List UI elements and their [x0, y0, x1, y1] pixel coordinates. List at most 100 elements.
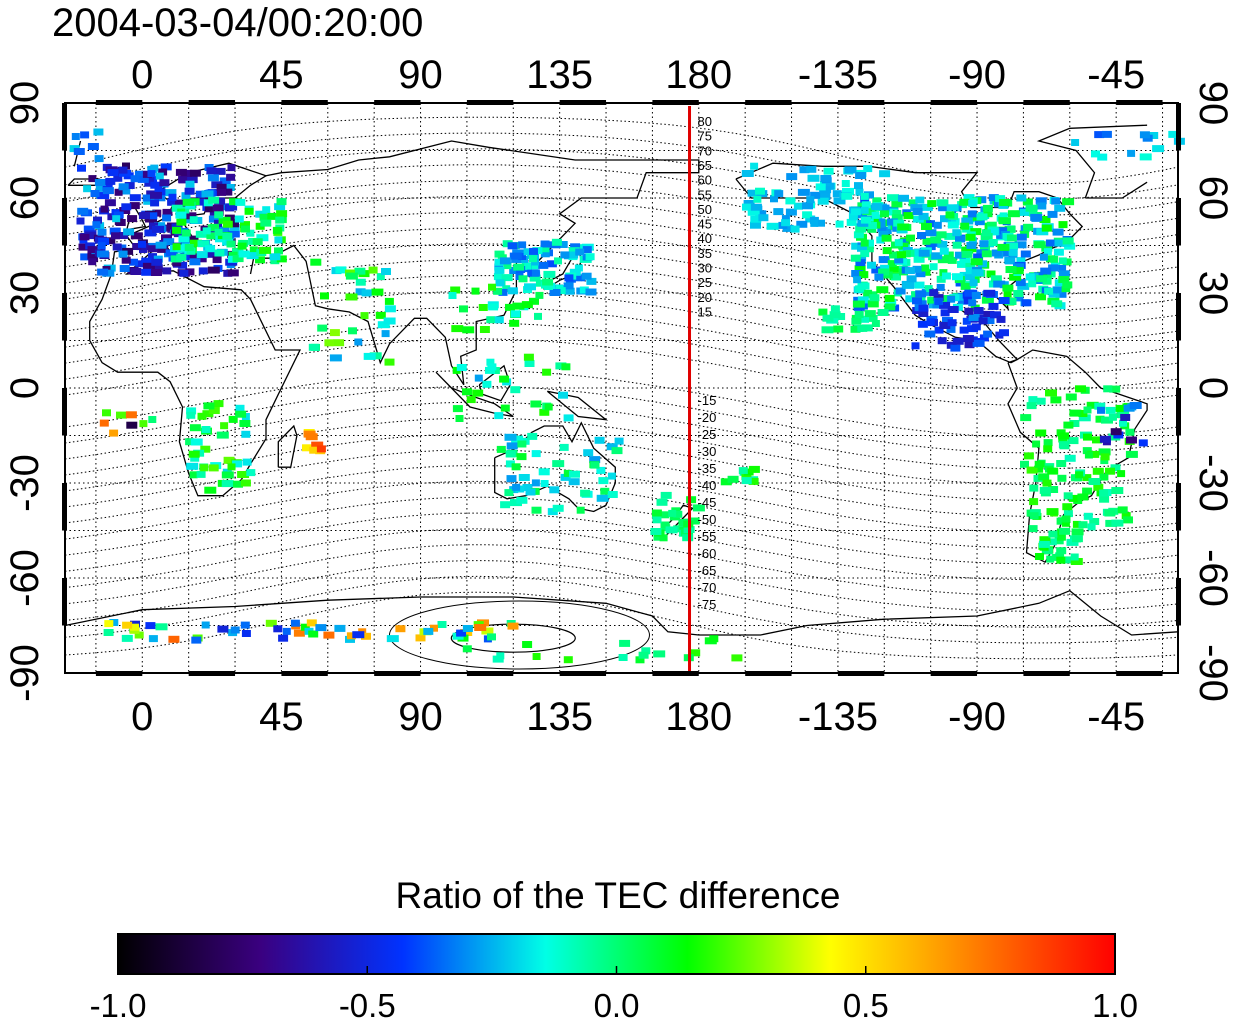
tec-cell [241, 225, 250, 233]
tec-cell [494, 258, 504, 266]
tec-cell [178, 175, 188, 183]
tec-cell [851, 317, 862, 325]
tec-cell [112, 215, 121, 223]
tec-cell [346, 632, 356, 640]
tec-cell [462, 625, 473, 632]
tec-cell [354, 338, 363, 346]
frame-tick-bar [1176, 578, 1181, 626]
frame-tick-bar [62, 578, 67, 626]
tec-cell [117, 244, 127, 252]
tec-cell [656, 498, 668, 506]
tec-cell [384, 358, 395, 366]
tec-cell [531, 506, 542, 514]
tec-cell [529, 247, 538, 255]
tec-cell [596, 466, 606, 474]
tec-cell [546, 260, 557, 268]
terminator-label: -40 [698, 478, 717, 493]
tec-cell [782, 224, 794, 232]
tec-cell [1054, 204, 1066, 212]
tec-cell [171, 204, 183, 212]
terminator-label: 65 [698, 158, 712, 173]
tec-cell [821, 326, 834, 334]
mag-lat-contour [64, 512, 1179, 581]
tec-cell [552, 460, 565, 468]
top-lon-label: 180 [665, 53, 732, 97]
tec-cell [121, 256, 131, 264]
tec-cell [524, 283, 536, 291]
tec-cell [998, 217, 1011, 225]
map-axes: 0 45 90 135 180 -135 -90 -45 0 45 90 135 180 -135 -90 -… [3, 53, 1235, 739]
tec-cell [119, 265, 130, 272]
tec-cell [965, 262, 976, 270]
tec-cell [1029, 209, 1037, 217]
tec-cell [867, 314, 878, 322]
tec-cell [929, 263, 938, 271]
tec-cell [238, 250, 250, 258]
tec-cell [936, 199, 949, 207]
tec-cell [969, 279, 978, 287]
tec-cell [747, 189, 757, 197]
tec-cell [83, 185, 92, 193]
tec-cell [255, 256, 265, 264]
tec-cell [743, 468, 754, 476]
tec-cell [102, 187, 114, 195]
tec-cell [538, 468, 550, 476]
tec-cell [99, 419, 109, 427]
tec-cell [531, 479, 540, 487]
tec-cell [817, 197, 829, 205]
tec-cell [924, 330, 936, 338]
tec-cell [976, 213, 988, 221]
tec-cell [982, 204, 993, 212]
tec-cell [1087, 450, 1100, 458]
tec-cell [857, 282, 870, 290]
tec-cell [810, 219, 819, 227]
tec-cell [182, 198, 195, 206]
tec-cell [607, 491, 618, 498]
tec-cell [493, 287, 503, 295]
tec-cell [954, 251, 966, 259]
tec-cell [568, 247, 580, 255]
tec-cell [274, 236, 283, 244]
frame-tick-bar [1023, 100, 1070, 105]
tec-cell [240, 479, 251, 487]
tec-cell [98, 238, 110, 245]
tec-cell [1058, 265, 1067, 272]
tec-cell [355, 288, 366, 296]
tec-cell [1029, 484, 1039, 492]
tec-cell [1007, 210, 1020, 218]
tec-cell [980, 244, 990, 252]
tec-cell [898, 242, 909, 250]
tec-cell [1105, 519, 1117, 527]
tec-cell [1036, 275, 1048, 283]
tec-cell [1062, 237, 1074, 245]
tec-cell [1117, 506, 1128, 514]
tec-cell [1058, 432, 1070, 440]
tec-cell [1105, 467, 1115, 475]
tec-cell [88, 175, 97, 183]
tec-cell [214, 211, 224, 219]
tec-cell [937, 256, 949, 264]
tec-cell [148, 253, 157, 261]
tec-cell [560, 473, 571, 481]
tec-cell [863, 165, 873, 173]
frame-tick-bar [1023, 671, 1070, 676]
tec-cell [521, 301, 533, 309]
tec-cell [228, 415, 238, 423]
tec-cell [242, 458, 252, 466]
tec-cell [921, 264, 930, 272]
tec-cell [170, 255, 182, 263]
tec-cell [1054, 239, 1063, 247]
tec-cell [552, 504, 564, 512]
tec-cell [506, 442, 518, 450]
tec-cell [474, 624, 487, 631]
tec-cell [1055, 290, 1067, 298]
tec-cell [102, 269, 115, 277]
tec-cell [556, 241, 568, 248]
tec-cell [852, 300, 865, 308]
tec-cell [1095, 415, 1105, 423]
tec-cell [138, 212, 150, 220]
tec-cell [1043, 248, 1052, 256]
tec-cell [1083, 433, 1092, 441]
tec-cell [130, 175, 140, 183]
tec-cell [472, 389, 484, 397]
